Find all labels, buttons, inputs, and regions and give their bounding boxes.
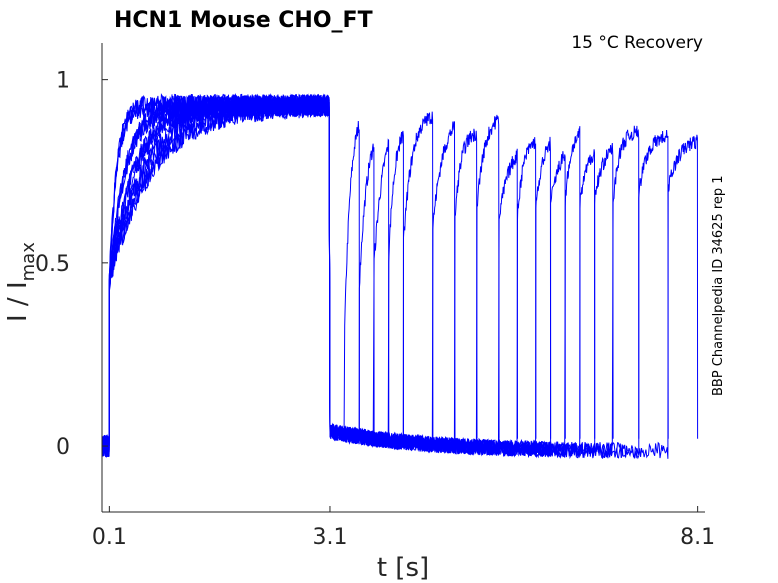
side-note: BBP Channelpedia ID 34625 rep 1	[711, 175, 726, 396]
series-line	[101, 93, 669, 460]
y-axis-ticks: 00.51	[35, 69, 108, 460]
x-tick-label: 3.1	[312, 525, 347, 550]
y-axis-label-sub: max	[18, 242, 39, 282]
series-line	[101, 95, 614, 459]
y-tick-label: 0	[56, 435, 70, 460]
series-line	[101, 92, 566, 459]
chart-subtitle: 15 °C Recovery	[571, 33, 703, 53]
y-axis-label: I / Imax	[3, 242, 39, 322]
x-axis-label: t [s]	[377, 553, 429, 583]
x-tick-label: 8.1	[680, 525, 715, 550]
y-axis-label-main: I / I	[3, 281, 33, 322]
svg-text:I / Imax: I / Imax	[3, 242, 39, 322]
series-line	[101, 93, 699, 460]
plot-area	[101, 92, 699, 460]
y-tick-label: 0.5	[35, 252, 70, 277]
chart-title: HCN1 Mouse CHO_FT	[114, 8, 373, 33]
x-axis-ticks: 0.1 3.1 8.1	[92, 506, 715, 550]
y-tick-label: 1	[56, 69, 70, 94]
series-line	[101, 93, 640, 458]
x-tick-label: 0.1	[92, 525, 127, 550]
